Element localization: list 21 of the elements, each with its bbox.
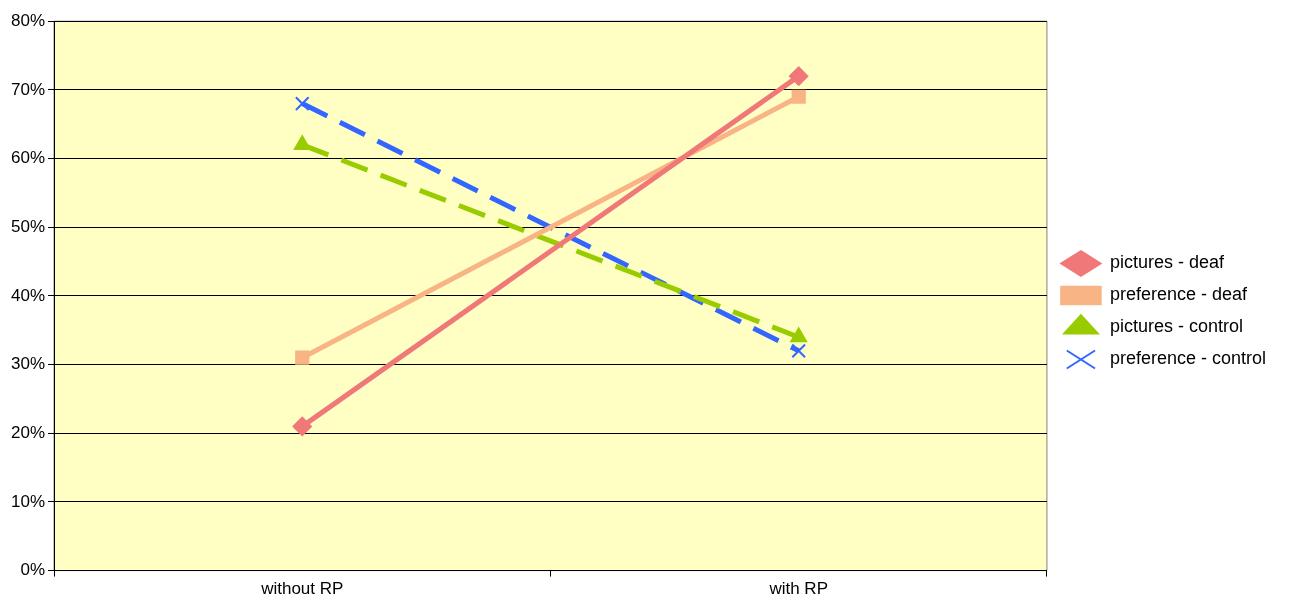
point xyxy=(791,89,806,104)
point xyxy=(788,66,809,86)
legend-label: pictures - control xyxy=(1109,316,1243,337)
y-tick-label: 60% xyxy=(10,148,46,168)
y-tick-label: 50% xyxy=(10,216,46,236)
y-tick-label: 0% xyxy=(20,560,46,580)
point xyxy=(292,416,312,437)
x-tick-label: with RP xyxy=(768,579,828,599)
x-tick-label: without RP xyxy=(260,579,344,599)
point xyxy=(295,350,310,365)
y-tick-label: 30% xyxy=(10,354,46,374)
point xyxy=(294,96,310,111)
y-tick-label: 40% xyxy=(10,285,46,305)
y-tick-label: 20% xyxy=(10,422,46,442)
y-tick-label: 10% xyxy=(10,491,46,511)
point xyxy=(791,343,807,359)
legend-label: preference - deaf xyxy=(1109,284,1249,305)
legend-label: pictures - deaf xyxy=(1109,252,1225,273)
legend-label: preference - control xyxy=(1109,348,1266,369)
y-tick-label: 80% xyxy=(10,10,46,30)
y-tick-label: 70% xyxy=(10,79,46,99)
